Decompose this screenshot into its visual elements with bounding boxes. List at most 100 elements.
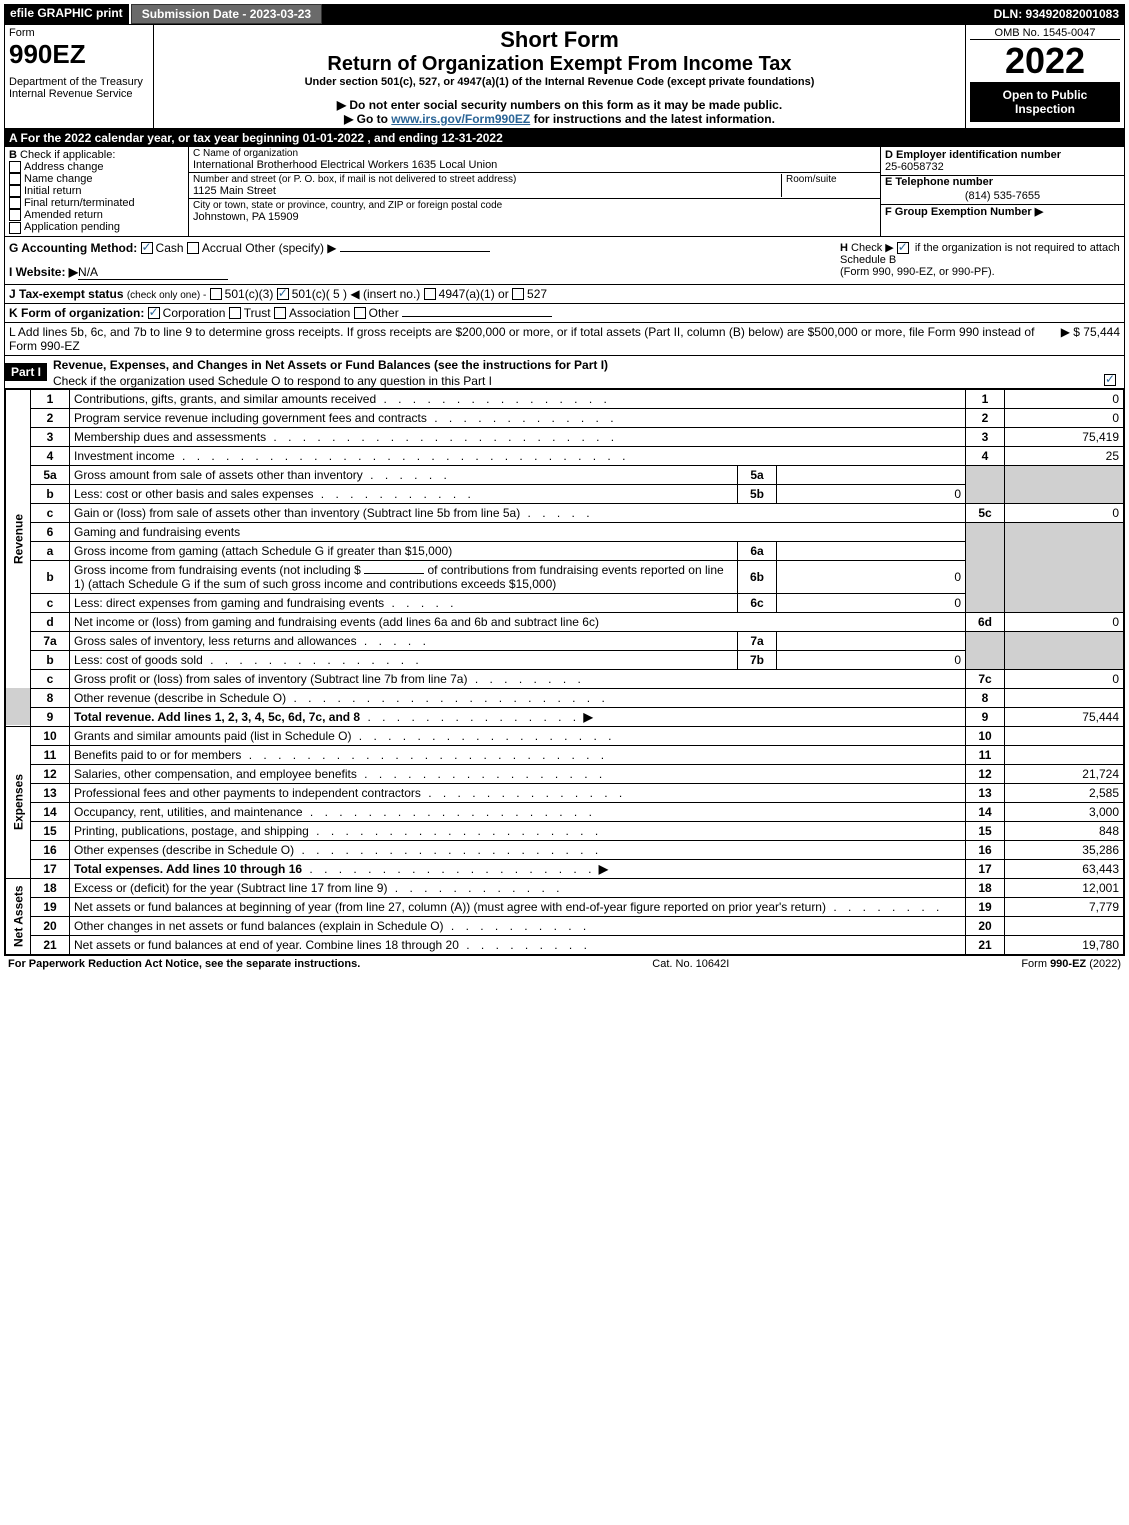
r19-val: 7,779 <box>1005 897 1124 916</box>
city-value: Johnstown, PA 15909 <box>193 211 876 223</box>
opt-address-change: Address change <box>24 161 104 173</box>
opt-other: Other (specify) ▶ <box>245 241 336 255</box>
checkbox-accrual[interactable] <box>187 242 199 254</box>
checkbox-schedule-o[interactable] <box>1104 374 1116 386</box>
r20-rn: 20 <box>966 916 1005 935</box>
r6-num: 6 <box>31 522 70 541</box>
r20-num: 20 <box>31 916 70 935</box>
r5c-desc: Gain or (loss) from sale of assets other… <box>74 506 520 520</box>
r3-desc: Membership dues and assessments <box>74 430 266 444</box>
checkbox-corporation[interactable] <box>148 307 160 319</box>
checkbox-schedule-b[interactable] <box>897 242 909 254</box>
checkbox-501c3[interactable] <box>210 288 222 300</box>
r18-num: 18 <box>31 878 70 897</box>
r9-val: 75,444 <box>1005 707 1124 726</box>
checkbox-cash[interactable] <box>141 242 153 254</box>
other-org-line <box>402 316 552 317</box>
ein-label: D Employer identification number <box>885 149 1061 161</box>
r19-desc: Net assets or fund balances at beginning… <box>74 900 826 914</box>
org-name-label: C Name of organization <box>193 148 876 159</box>
line-h: H Check ▶ if the organization is not req… <box>836 237 1124 284</box>
netassets-label: Net Assets <box>6 878 31 954</box>
r11-rn: 11 <box>966 745 1005 764</box>
checkbox-trust[interactable] <box>229 307 241 319</box>
r21-val: 19,780 <box>1005 935 1124 954</box>
r5c-val: 0 <box>1005 503 1124 522</box>
checkbox-527[interactable] <box>512 288 524 300</box>
r6b-blank <box>364 573 424 574</box>
opt-initial-return: Initial return <box>24 185 81 197</box>
r6b-desc1: Gross income from fundraising events (no… <box>74 563 361 577</box>
revenue-label: Revenue <box>6 389 31 688</box>
j-label: J Tax-exempt status <box>9 287 124 301</box>
r1-rn: 1 <box>966 389 1005 408</box>
form-container: Form 990EZ Department of the Treasury In… <box>4 24 1125 956</box>
r5b-num: b <box>31 484 70 503</box>
efile-label: efile GRAPHIC print <box>4 4 131 24</box>
opt-501c3: 501(c)(3) <box>225 287 274 301</box>
r2-rn: 2 <box>966 408 1005 427</box>
h-text3: (Form 990, 990-EZ, or 990-PF). <box>840 266 995 278</box>
r6d-desc: Net income or (loss) from gaming and fun… <box>70 612 966 631</box>
checkbox-amended-return[interactable] <box>9 209 21 221</box>
r5b-desc: Less: cost or other basis and sales expe… <box>74 487 313 501</box>
r17-rn: 17 <box>966 859 1005 878</box>
r1-val: 0 <box>1005 389 1124 408</box>
checkbox-application-pending[interactable] <box>9 222 21 234</box>
opt-cash: Cash <box>156 241 184 255</box>
r16-val: 35,286 <box>1005 840 1124 859</box>
checkbox-final-return[interactable] <box>9 197 21 209</box>
addr-label: Number and street (or P. O. box, if mail… <box>193 174 781 185</box>
checkbox-other-org[interactable] <box>354 307 366 319</box>
form-header: Form 990EZ Department of the Treasury In… <box>5 25 1124 129</box>
r15-desc: Printing, publications, postage, and shi… <box>74 824 309 838</box>
r10-desc: Grants and similar amounts paid (list in… <box>74 729 351 743</box>
r9-rn: 9 <box>966 707 1005 726</box>
checkbox-address-change[interactable] <box>9 161 21 173</box>
j-note: (check only one) - <box>127 290 206 301</box>
dept-treasury: Department of the Treasury <box>9 76 149 88</box>
part-1-header: Part I Revenue, Expenses, and Changes in… <box>5 356 1124 389</box>
r11-desc: Benefits paid to or for members <box>74 748 241 762</box>
r15-num: 15 <box>31 821 70 840</box>
r6c-desc: Less: direct expenses from gaming and fu… <box>74 596 384 610</box>
r2-desc: Program service revenue including govern… <box>74 411 427 425</box>
checkbox-4947[interactable] <box>424 288 436 300</box>
b-label: B <box>9 149 17 161</box>
checkbox-name-change[interactable] <box>9 173 21 185</box>
r5b-sn: 5b <box>738 484 777 503</box>
r12-val: 21,724 <box>1005 764 1124 783</box>
r17-num: 17 <box>31 859 70 878</box>
r19-rn: 19 <box>966 897 1005 916</box>
r6b-num: b <box>31 560 70 593</box>
r18-val: 12,001 <box>1005 878 1124 897</box>
r6a-sn: 6a <box>738 541 777 560</box>
top-bar: efile GRAPHIC print Submission Date - 20… <box>4 4 1125 24</box>
r8-desc: Other revenue (describe in Schedule O) <box>74 691 286 705</box>
section-bcd: B Check if applicable: Address change Na… <box>5 147 1124 237</box>
r15-val: 848 <box>1005 821 1124 840</box>
r7a-desc: Gross sales of inventory, less returns a… <box>74 634 357 648</box>
r6c-num: c <box>31 593 70 612</box>
checkbox-initial-return[interactable] <box>9 185 21 197</box>
checkbox-association[interactable] <box>274 307 286 319</box>
r4-rn: 4 <box>966 446 1005 465</box>
footer-center: Cat. No. 10642I <box>652 958 729 970</box>
dept-irs: Internal Revenue Service <box>9 88 149 100</box>
r6a-sv <box>777 541 966 560</box>
room-label: Room/suite <box>781 174 876 197</box>
r4-num: 4 <box>31 446 70 465</box>
r5a-desc: Gross amount from sale of assets other t… <box>74 468 363 482</box>
irs-link[interactable]: www.irs.gov/Form990EZ <box>391 112 530 126</box>
r6-desc: Gaming and fundraising events <box>70 522 966 541</box>
line-l: L Add lines 5b, 6c, and 7b to line 9 to … <box>5 323 1124 356</box>
dln-label: DLN: 93492082001083 <box>988 5 1125 23</box>
r9-desc: Total revenue. Add lines 1, 2, 3, 4, 5c,… <box>74 710 360 724</box>
website-value: N/A <box>78 265 228 280</box>
r12-desc: Salaries, other compensation, and employ… <box>74 767 357 781</box>
r6d-val: 0 <box>1005 612 1124 631</box>
r6a-num: a <box>31 541 70 560</box>
checkbox-501c[interactable] <box>277 288 289 300</box>
tel-label: E Telephone number <box>885 176 993 188</box>
r10-num: 10 <box>31 726 70 745</box>
